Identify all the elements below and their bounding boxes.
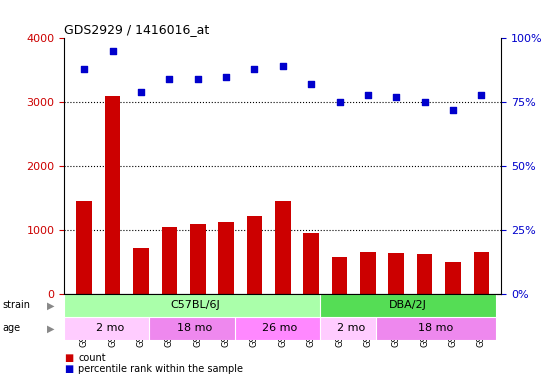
FancyBboxPatch shape bbox=[70, 294, 99, 296]
Point bbox=[363, 91, 372, 98]
Text: C57BL/6J: C57BL/6J bbox=[170, 300, 220, 310]
Point bbox=[335, 99, 344, 105]
FancyBboxPatch shape bbox=[382, 294, 410, 296]
Bar bbox=[474, 252, 489, 294]
Bar bbox=[332, 257, 347, 294]
Text: 2 mo: 2 mo bbox=[337, 323, 365, 333]
Point bbox=[250, 66, 259, 72]
Bar bbox=[190, 224, 206, 294]
Text: ▶: ▶ bbox=[46, 323, 54, 333]
Point bbox=[137, 89, 146, 95]
Point bbox=[222, 74, 231, 80]
Text: 18 mo: 18 mo bbox=[418, 323, 454, 333]
Bar bbox=[246, 216, 262, 294]
FancyBboxPatch shape bbox=[354, 294, 382, 296]
Text: percentile rank within the sample: percentile rank within the sample bbox=[78, 364, 244, 374]
Bar bbox=[105, 96, 120, 294]
FancyBboxPatch shape bbox=[127, 294, 155, 296]
Text: GDS2929 / 1416016_at: GDS2929 / 1416016_at bbox=[64, 23, 209, 36]
Point bbox=[165, 76, 174, 82]
Text: ■: ■ bbox=[64, 364, 74, 374]
Text: strain: strain bbox=[3, 300, 31, 310]
Bar bbox=[77, 201, 92, 294]
Bar bbox=[376, 317, 496, 340]
Bar bbox=[360, 252, 376, 294]
Bar bbox=[64, 294, 325, 317]
FancyBboxPatch shape bbox=[184, 294, 212, 296]
Point bbox=[108, 48, 117, 54]
FancyBboxPatch shape bbox=[99, 294, 127, 296]
FancyBboxPatch shape bbox=[467, 294, 496, 296]
FancyBboxPatch shape bbox=[325, 294, 354, 296]
Bar bbox=[417, 254, 432, 294]
Text: 2 mo: 2 mo bbox=[96, 323, 124, 333]
Point bbox=[193, 76, 202, 82]
Text: count: count bbox=[78, 353, 106, 363]
FancyBboxPatch shape bbox=[212, 294, 240, 296]
Text: 26 mo: 26 mo bbox=[262, 323, 297, 333]
FancyBboxPatch shape bbox=[439, 294, 467, 296]
Point bbox=[392, 94, 401, 100]
Text: DBA/2J: DBA/2J bbox=[389, 300, 427, 310]
Bar bbox=[161, 227, 177, 294]
FancyBboxPatch shape bbox=[410, 294, 439, 296]
Bar bbox=[320, 294, 496, 317]
Point bbox=[278, 63, 287, 70]
Bar bbox=[275, 201, 291, 294]
Bar bbox=[389, 253, 404, 294]
Bar bbox=[218, 222, 234, 294]
FancyBboxPatch shape bbox=[297, 294, 325, 296]
Bar bbox=[235, 317, 325, 340]
Text: age: age bbox=[3, 323, 21, 333]
Bar bbox=[304, 233, 319, 294]
Point bbox=[477, 91, 486, 98]
Text: ▶: ▶ bbox=[46, 300, 54, 310]
Bar bbox=[445, 263, 461, 294]
Point bbox=[80, 66, 88, 72]
FancyBboxPatch shape bbox=[240, 294, 269, 296]
Point bbox=[449, 107, 458, 113]
Bar bbox=[320, 317, 382, 340]
Text: ■: ■ bbox=[64, 353, 74, 363]
Bar bbox=[150, 317, 240, 340]
FancyBboxPatch shape bbox=[155, 294, 184, 296]
Bar bbox=[133, 248, 149, 294]
Point bbox=[307, 81, 316, 88]
Bar bbox=[64, 317, 155, 340]
Text: 18 mo: 18 mo bbox=[178, 323, 212, 333]
Point bbox=[420, 99, 429, 105]
FancyBboxPatch shape bbox=[269, 294, 297, 296]
